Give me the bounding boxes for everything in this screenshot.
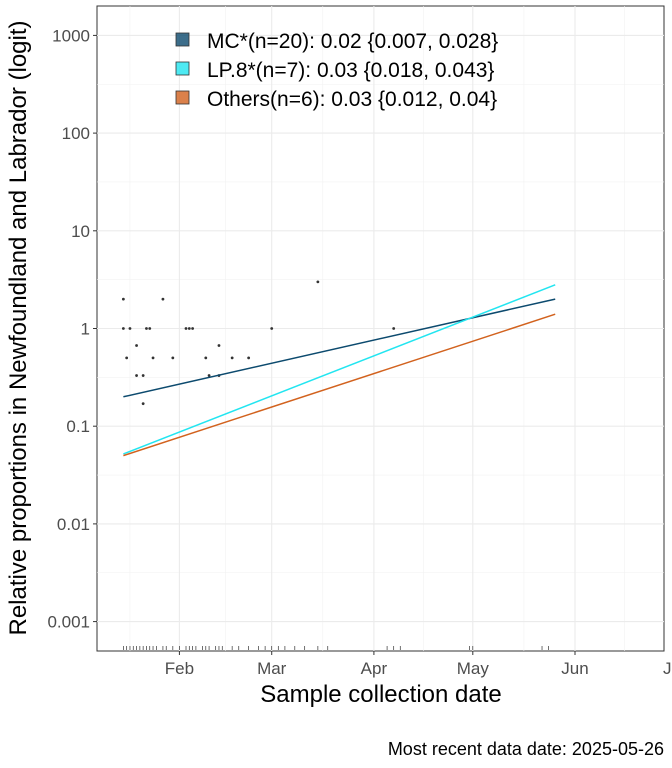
y-tick-label: 0.1 bbox=[66, 417, 90, 436]
legend-label: MC*(n=20): 0.02 {0.007, 0.028} bbox=[207, 30, 498, 53]
trend-line bbox=[123, 313, 556, 457]
legend-label: Others(n=6): 0.03 {0.012, 0.04} bbox=[207, 88, 497, 111]
data-point bbox=[247, 356, 251, 360]
legend: MC*(n=20): 0.02 {0.007, 0.028} LP.8*(n=7)… bbox=[175, 30, 498, 111]
x-tick-label: Mar bbox=[257, 659, 287, 678]
x-axis: Feb Mar Apr May Jun Jul bbox=[165, 651, 672, 678]
data-point bbox=[204, 356, 208, 360]
x-tick-label: May bbox=[457, 659, 490, 678]
data-point bbox=[230, 356, 234, 360]
legend-label: LP.8*(n=7): 0.03 {0.018, 0.043} bbox=[207, 59, 494, 82]
trend-line bbox=[123, 284, 556, 455]
data-point bbox=[135, 374, 138, 377]
trend-line bbox=[123, 298, 556, 398]
major-grid bbox=[97, 6, 664, 651]
y-tick-label: 1 bbox=[81, 320, 90, 339]
data-point bbox=[151, 356, 155, 360]
data-point bbox=[128, 327, 132, 330]
legend-swatch bbox=[175, 90, 190, 105]
data-point bbox=[161, 297, 165, 301]
data-point bbox=[141, 374, 145, 377]
data-point bbox=[121, 327, 125, 330]
date-rug bbox=[123, 646, 549, 650]
x-tick-label: Jun bbox=[561, 659, 588, 678]
trend-lines bbox=[123, 284, 556, 457]
x-tick-label: Feb bbox=[165, 659, 194, 678]
data-point bbox=[184, 327, 188, 330]
data-point bbox=[135, 344, 138, 347]
data-point bbox=[145, 327, 148, 330]
y-tick-label: 10 bbox=[71, 222, 90, 241]
y-tick-label: 100 bbox=[62, 124, 90, 143]
x-tick-label: Jul bbox=[663, 659, 672, 678]
data-point bbox=[207, 374, 211, 377]
y-axis-title: Relative proportions in Newfoundland and… bbox=[5, 20, 32, 635]
data-point bbox=[125, 356, 129, 360]
x-tick-label: Apr bbox=[361, 659, 388, 678]
x-axis-title: Sample collection date bbox=[260, 681, 501, 708]
legend-swatch bbox=[175, 32, 190, 47]
data-point bbox=[270, 327, 274, 330]
data-point bbox=[217, 344, 221, 347]
legend-swatch bbox=[175, 61, 190, 76]
data-point bbox=[316, 280, 320, 284]
y-axis: 0.001 0.01 0.1 1 10 100 1000 bbox=[47, 26, 97, 632]
y-tick-label: 0.001 bbox=[47, 613, 90, 632]
data-point bbox=[171, 356, 175, 360]
data-point bbox=[148, 327, 152, 330]
data-point bbox=[141, 402, 145, 406]
data-point bbox=[191, 327, 194, 330]
y-tick-label: 0.01 bbox=[57, 515, 90, 534]
y-tick-label: 1000 bbox=[52, 26, 90, 45]
caption-recent-date: Most recent data date: 2025-05-26 bbox=[388, 739, 664, 759]
data-point bbox=[121, 297, 125, 301]
data-point bbox=[392, 327, 396, 330]
data-point bbox=[187, 327, 191, 330]
